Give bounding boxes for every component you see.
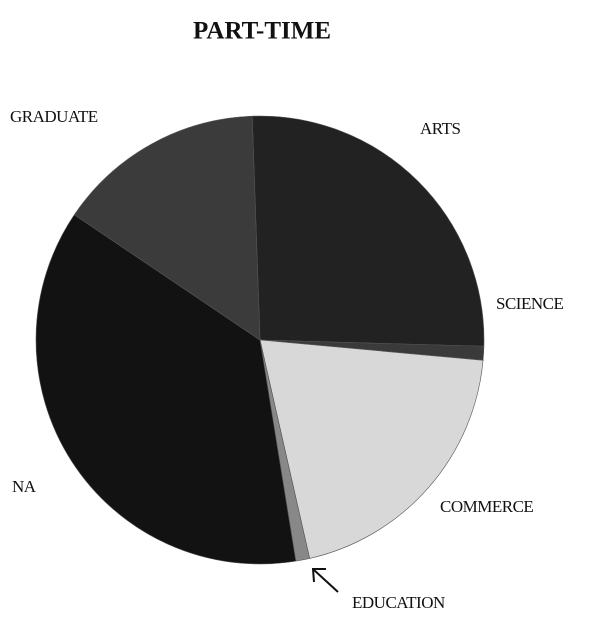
slice-label: GRADUATE (10, 107, 98, 126)
slice-label: EDUCATION (352, 593, 445, 612)
slice-label: COMMERCE (440, 497, 533, 516)
arrow-shaft (313, 569, 339, 593)
chart-title: PART-TIME (193, 18, 331, 45)
slice-label: SCIENCE (496, 294, 563, 313)
arrow-head (311, 568, 326, 583)
slice-label: ARTS (420, 119, 460, 138)
pie-slice (251, 115, 485, 347)
pie (35, 115, 485, 565)
pie-slice (259, 339, 484, 559)
pie-slice (35, 214, 297, 565)
slice-label: NA (12, 477, 37, 496)
education-arrow (311, 568, 339, 593)
pie-slice (73, 115, 261, 341)
